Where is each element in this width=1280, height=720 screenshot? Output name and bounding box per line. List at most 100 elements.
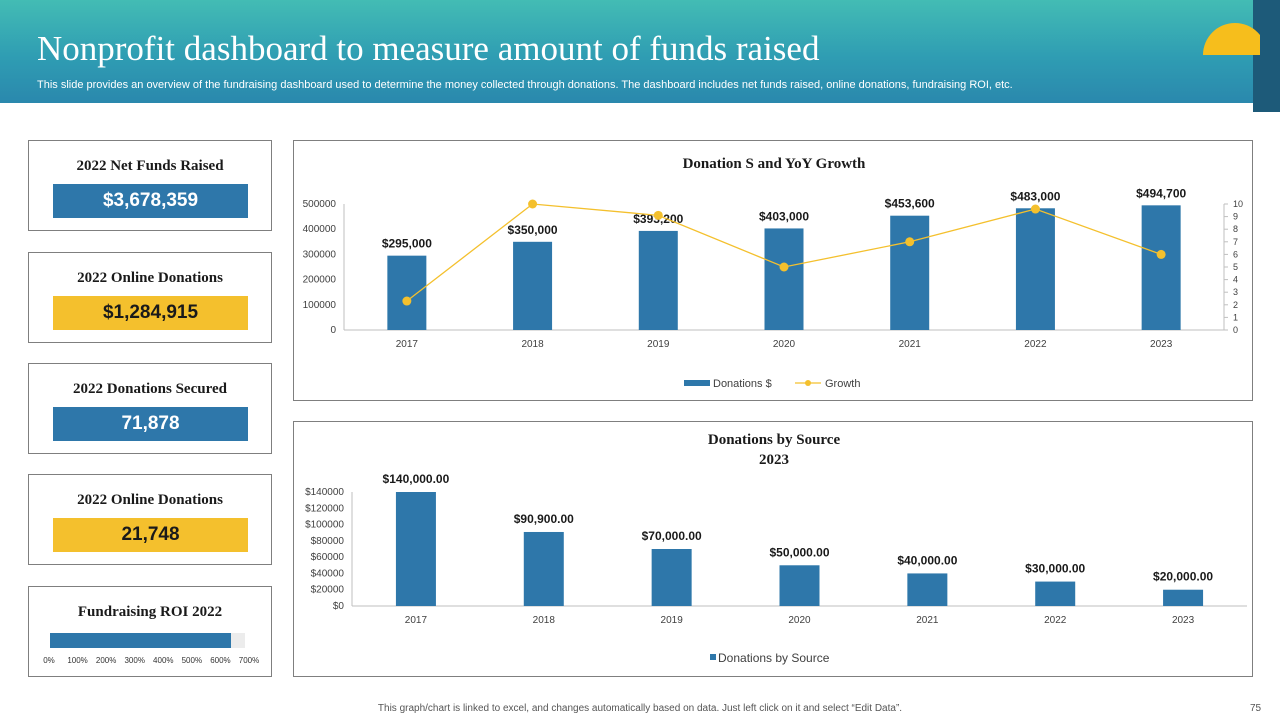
kpi-label: 2022 Online Donations [77,492,223,508]
bar-donations [513,241,553,330]
kpi-card-net-funds: 2022 Net Funds Raised $3,678,359 [28,140,272,231]
page-number: 75 [1250,703,1262,714]
x-tick-label: 2021 [916,615,939,626]
y-tick-label: 400000 [303,224,337,235]
bar-data-label: $494,700 [1136,186,1186,200]
roi-axis-ticks: 0% 100% 200% 300% 400% 500% 600% 700% [41,656,259,668]
donations-by-source-chart: Donations by Source 2023 $0 $20000 $40000 $60… [305,432,1247,665]
legend-label: Donations by Source [718,651,830,665]
decorative-sun-shape [1200,0,1260,55]
y-tick-label: 0 [330,325,336,336]
legend-label: Donations $ [713,378,772,390]
y-tick-label: $80000 [311,536,345,547]
growth-point [779,262,789,272]
roi-tick-label: 0% [43,656,55,665]
bar-donations [1141,205,1181,330]
kpi-card-online-donations: 2022 Online Donations $1,284,915 [28,252,272,343]
bar-donations-by-source [1035,581,1076,606]
growth-point [905,237,915,247]
y2-tick-label: 6 [1233,249,1238,259]
x-tick-label: 2019 [661,615,684,626]
bar-data-label: $20,000.00 [1153,570,1213,584]
legend-marker-growth [805,380,811,386]
bar-data-label: $90,900.00 [514,512,574,526]
bar-data-label: $350,000 [508,223,558,237]
y-tick-label: 200000 [303,275,337,286]
page-title: Nonprofit dashboard to measure amount of… [37,29,820,68]
kpi-value: 21,748 [53,518,248,552]
x-tick-label: 2020 [788,615,811,626]
legend-swatch-donations [684,380,710,386]
bar-donations [387,255,427,330]
y-tick-label: $120000 [305,503,344,514]
growth-point [1156,249,1166,259]
kpi-card-fundraising-roi: Fundraising ROI 2022 0% 100% 200% 300% 400% 5… [28,586,272,677]
y-tick-label: $20000 [311,585,345,596]
y2-tick-label: 7 [1233,237,1238,247]
x-tick-label: 2023 [1150,339,1173,350]
kpi-label: 2022 Net Funds Raised [76,158,224,174]
kpi-value: 71,878 [53,407,248,441]
bar-data-label: $453,600 [885,197,935,211]
footer-note: This graph/chart is linked to excel, and… [377,703,903,714]
x-tick-label: 2021 [899,339,922,350]
y-tick-label: $100000 [305,520,344,531]
bar-donations-by-source [651,549,692,606]
bar-donations-by-source [395,492,436,606]
kpi-card-online-donations-count: 2022 Online Donations 21,748 [28,474,272,565]
roi-progress-fill [50,633,232,648]
roi-tick-label: 300% [124,656,145,665]
growth-point [1030,204,1040,214]
kpi-value: $3,678,359 [53,184,248,218]
kpi-card-donations-secured: 2022 Donations Secured 71,878 [28,363,272,454]
roi-tick-label: 100% [67,656,88,665]
x-tick-label: 2023 [1172,615,1195,626]
bar-data-label: $403,000 [759,209,809,223]
bar-data-label: $50,000.00 [769,545,829,559]
growth-point [402,296,412,306]
x-tick-label: 2018 [521,339,544,350]
bar-donations-by-source [907,573,948,606]
roi-tick-label: 200% [95,656,117,665]
bar-data-label: $40,000.00 [897,553,957,567]
donations-growth-chart: Donation S and YoY Growth010000020000030… [303,156,1243,390]
bar-donations [890,215,930,330]
x-tick-label: 2017 [405,615,428,626]
roi-tick-label: 400% [153,656,174,665]
chart-title: Donations by Source [708,432,841,448]
y2-tick-label: 1 [1233,312,1238,322]
header-banner: Nonprofit dashboard to measure amount of… [0,0,1280,103]
donations-growth-chart-panel: Donation S and YoY Growth 0 100000 200000 30… [293,140,1253,401]
bar-donations [1015,208,1055,330]
kpi-label: 2022 Donations Secured [73,381,227,397]
x-tick-label: 2019 [647,339,670,350]
bar-data-label: $140,000.00 [383,472,450,486]
y2-tick-label: 3 [1233,287,1238,297]
roi-tick-label: 700% [238,656,260,665]
bar-donations-by-source [779,565,820,606]
y-tick-label: 100000 [303,300,337,311]
kpi-value: $1,284,915 [53,296,248,330]
y-tick-label: $40000 [311,568,345,579]
x-tick-label: 2022 [1024,339,1047,350]
bar-donations-by-source [523,531,564,606]
roi-progress-track [50,633,245,648]
y-tick-label: 500000 [303,199,337,210]
y-tick-label: $140000 [305,487,344,498]
growth-point [528,199,538,209]
y2-tick-label: 8 [1233,224,1238,234]
y2-tick-label: 2 [1233,300,1238,310]
growth-point [653,210,663,220]
chart-title: Donation S and YoY Growth [683,156,866,172]
x-tick-label: 2022 [1044,615,1067,626]
bar-data-label: $70,000.00 [642,529,702,543]
x-tick-label: 2017 [396,339,419,350]
bar-donations [638,230,678,330]
kpi-label: 2022 Online Donations [77,270,223,286]
bar-data-label: $30,000.00 [1025,562,1085,576]
x-tick-label: 2018 [533,615,556,626]
chart-subtitle: 2023 [759,452,789,468]
y2-tick-label: 5 [1233,262,1238,272]
decorative-side-bar [1253,0,1280,112]
roi-tick-label: 500% [181,656,203,665]
